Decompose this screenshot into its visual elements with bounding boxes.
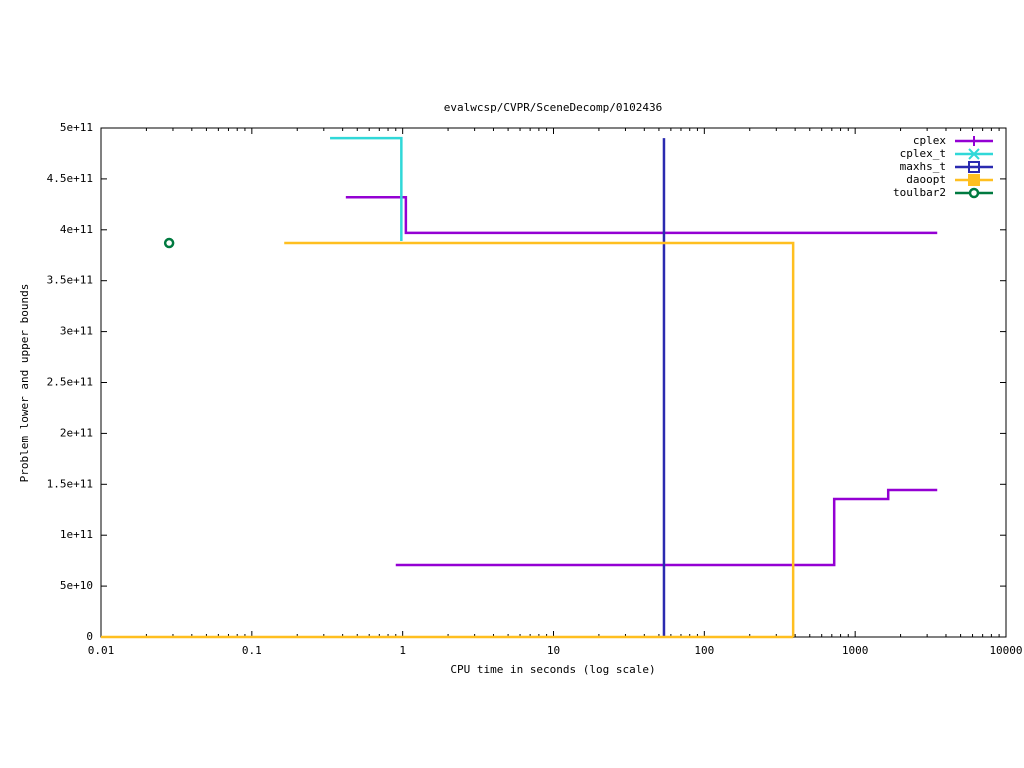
y-tick-label: 1.5e+11 xyxy=(47,477,93,490)
y-tick-label: 3.5e+11 xyxy=(47,274,93,287)
marker xyxy=(968,148,980,160)
y-tick-label: 4.5e+11 xyxy=(47,172,93,185)
marker xyxy=(968,187,980,199)
y-tick-label: 1e+11 xyxy=(60,528,93,541)
y-axis-label: Problem lower and upper bounds xyxy=(18,284,31,483)
x-axis-label: CPU time in seconds (log scale) xyxy=(450,663,655,676)
y-tick-label: 2.5e+11 xyxy=(47,376,93,389)
y-tick-label: 5e+10 xyxy=(60,579,93,592)
x-tick-label: 100 xyxy=(694,644,714,657)
series-line xyxy=(345,195,938,567)
x-tick-label: 10000 xyxy=(989,644,1022,657)
legend-label: daoopt xyxy=(906,173,946,186)
x-tick-label: 10 xyxy=(547,644,560,657)
series-line xyxy=(330,136,403,241)
y-tick-label: 2e+11 xyxy=(60,426,93,439)
chart-title: evalwcsp/CVPR/SceneDecomp/0102436 xyxy=(444,101,663,114)
legend-label: cplex_t xyxy=(900,147,946,160)
y-tick-label: 3e+11 xyxy=(60,325,93,338)
legend-label: cplex xyxy=(913,134,946,147)
marker xyxy=(163,237,175,249)
x-tick-label: 1000 xyxy=(842,644,869,657)
y-tick-label: 0 xyxy=(86,630,93,643)
x-tick-label: 0.01 xyxy=(88,644,115,657)
y-tick-label: 5e+11 xyxy=(60,121,93,134)
marker xyxy=(969,136,979,146)
marker xyxy=(968,174,980,186)
x-tick-label: 1 xyxy=(399,644,406,657)
x-tick-label: 0.1 xyxy=(242,644,262,657)
legend-label: toulbar2 xyxy=(893,186,946,199)
marker xyxy=(968,161,980,173)
y-tick-label: 4e+11 xyxy=(60,223,93,236)
legend-label: maxhs_t xyxy=(900,160,946,173)
series-line xyxy=(101,241,795,639)
